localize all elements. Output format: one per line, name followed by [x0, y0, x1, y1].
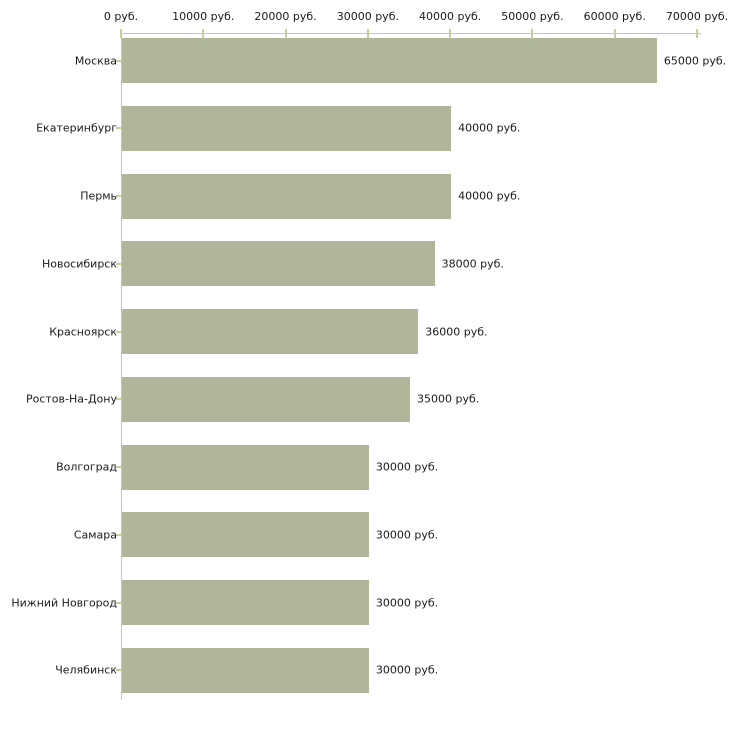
x-axis-tick-mark — [696, 29, 698, 38]
category-label: Новосибирск — [41, 257, 117, 271]
x-axis-line — [121, 33, 701, 34]
value-label: 30000 руб. — [375, 460, 439, 474]
category-tick-mark — [116, 59, 121, 62]
bar — [122, 647, 369, 693]
category-label: Ростов-На-Дону — [25, 392, 117, 406]
category-tick-mark — [116, 601, 121, 604]
bar — [122, 309, 419, 354]
value-label: 30000 руб. — [375, 596, 439, 609]
x-axis-tick-label: 20000 руб. — [254, 10, 317, 23]
bar — [122, 444, 369, 490]
category-tick-mark — [116, 262, 121, 265]
y-axis-line — [121, 33, 122, 700]
x-axis-tick-mark — [284, 29, 287, 38]
category-tick-mark — [116, 466, 121, 468]
bar — [122, 376, 410, 422]
value-label: 38000 руб. — [441, 257, 504, 271]
value-label: 40000 руб. — [458, 189, 521, 203]
bar — [122, 512, 369, 558]
x-axis-tick-mark — [202, 29, 205, 38]
value-label: 36000 руб. — [425, 325, 488, 338]
x-axis-tick-label: 30000 руб. — [336, 10, 399, 23]
value-label: 35000 руб. — [417, 392, 480, 406]
x-axis-tick-label: 60000 руб. — [583, 10, 646, 23]
value-label: 30000 руб. — [375, 528, 439, 542]
category-label: Пермь — [80, 189, 117, 203]
x-axis-tick-mark — [613, 29, 616, 38]
category-label: Самара — [73, 528, 117, 542]
category-tick-mark — [116, 669, 121, 672]
x-axis-tick-mark — [120, 29, 122, 38]
value-label: 30000 руб. — [375, 663, 439, 677]
category-label: Екатеринбург — [36, 121, 117, 135]
x-axis-tick-label: 40000 руб. — [419, 10, 482, 23]
category-tick-mark — [116, 330, 121, 333]
category-tick-mark — [116, 398, 121, 401]
x-axis-tick-label: 70000 руб. — [665, 10, 729, 23]
category-label: Красноярск — [49, 325, 117, 338]
category-label: Москва — [74, 54, 117, 67]
x-axis-tick-label: 10000 руб. — [172, 10, 235, 23]
x-axis-tick-label: 50000 руб. — [501, 10, 564, 23]
value-label: 40000 руб. — [458, 121, 521, 135]
x-axis-tick-mark — [531, 29, 534, 38]
bar — [122, 241, 435, 287]
category-label: Челябинск — [55, 663, 117, 677]
category-tick-mark — [116, 533, 121, 536]
x-axis-tick-mark — [366, 29, 369, 38]
bar — [122, 38, 657, 83]
category-tick-mark — [116, 195, 121, 197]
category-label: Волгоград — [56, 460, 117, 474]
value-label: 65000 руб. — [663, 54, 727, 67]
x-axis-tick-label: 0 руб. — [103, 10, 139, 23]
bar — [122, 105, 452, 151]
category-tick-mark — [116, 127, 121, 130]
bar — [122, 173, 452, 219]
x-axis-tick-mark — [449, 29, 452, 38]
bar — [122, 580, 369, 625]
category-label: Нижний Новгород — [11, 596, 117, 609]
